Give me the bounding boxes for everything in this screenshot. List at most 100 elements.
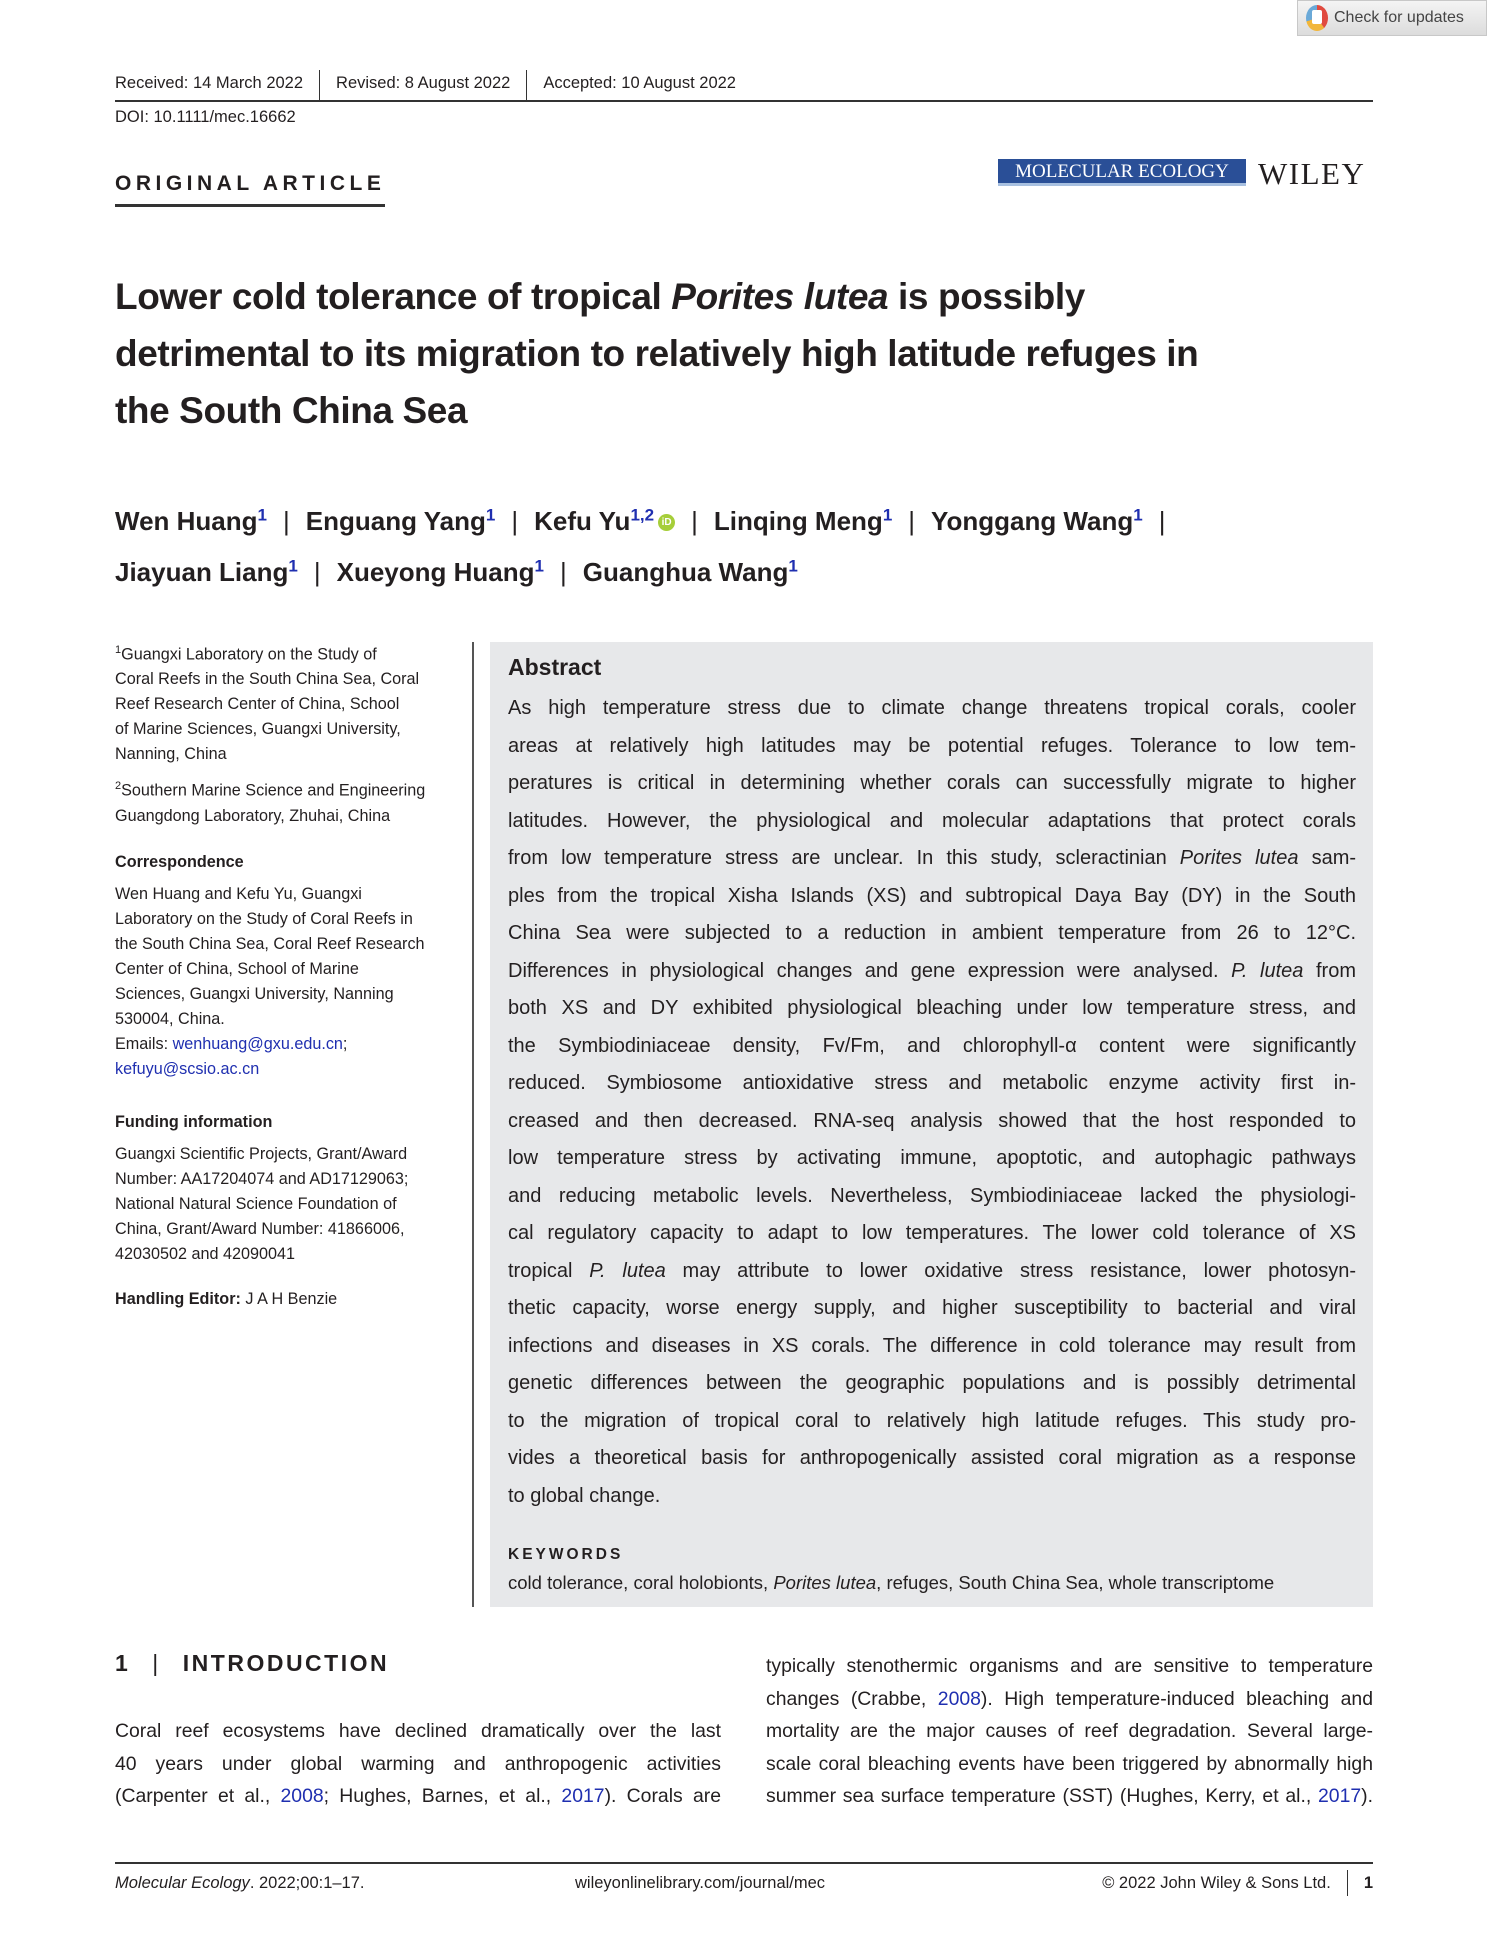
text-run: both XS and DY exhibited physiological b…: [508, 997, 1356, 1019]
abstract-box: [490, 642, 1373, 1607]
received-date: Received: 14 March 2022: [115, 74, 304, 92]
text-line: As high temperature stress due to climat…: [508, 690, 1356, 728]
author[interactable]: Kefu Yu1,2 iD: [534, 505, 676, 536]
text-line: thetic capacity, worse energy supply, an…: [508, 1290, 1356, 1328]
citation-link[interactable]: 2017: [1318, 1785, 1362, 1807]
author-affiliation: 1: [257, 505, 267, 524]
text-line: the Symbiodiniaceae density, Fv/Fm, and …: [508, 1028, 1356, 1066]
accepted-date: Accepted: 10 August 2022: [526, 70, 752, 100]
correspondence-text: Wen Huang and Kefu Yu, Guangxi Laboratory…: [115, 882, 465, 1032]
author-name[interactable]: Yonggang Wang: [931, 505, 1134, 536]
section-separator: |: [152, 1650, 161, 1676]
text-line: Laboratory on the Study of Coral Reefs i…: [115, 909, 413, 928]
text-line: 530004, China.: [115, 1009, 225, 1028]
section-title: INTRODUCTION: [182, 1650, 390, 1676]
text-line: both XS and DY exhibited physiological b…: [508, 990, 1356, 1028]
author-separator: |: [1158, 505, 1166, 536]
text-line: 42030502 and 42090041: [115, 1244, 296, 1263]
citation-link[interactable]: 2008: [937, 1687, 981, 1710]
text-run: detrimental to its migration to relative…: [115, 333, 1199, 374]
intro-column-right: typically stenothermic organisms and are…: [766, 1650, 1373, 1813]
text-run: China Sea were subjected to a reduction …: [508, 922, 1356, 944]
author-separator: |: [511, 505, 519, 536]
author-name[interactable]: Jiayuan Liang: [115, 557, 289, 588]
author[interactable]: Guanghua Wang1: [582, 557, 798, 588]
text-run: from: [1303, 959, 1356, 982]
text-line: from low temperature stress are unclear.…: [508, 840, 1356, 878]
email-link[interactable]: kefuyu@scsio.ac.cn: [115, 1059, 260, 1078]
text-run: vides a theoretical basis for anthropoge…: [508, 1447, 1356, 1469]
text-line: Guangdong Laboratory, Zhuhai, China: [115, 806, 391, 825]
text-line: changes (Crabbe, 2008). High temperature…: [766, 1683, 1373, 1716]
text-line: (Carpenter et al., 2008; Hughes, Barnes,…: [115, 1780, 721, 1813]
check-for-updates-label: Check for updates: [1334, 9, 1464, 26]
page-number: 1: [1346, 1870, 1373, 1896]
check-for-updates-icon: [1306, 5, 1328, 31]
author-name[interactable]: Wen Huang: [115, 505, 258, 536]
text-line: Differences in physiological changes and…: [508, 953, 1356, 991]
author-name[interactable]: Guanghua Wang: [582, 557, 789, 588]
email-link[interactable]: wenhuang@gxu.edu.cn: [172, 1034, 343, 1053]
citation-link[interactable]: 2017: [561, 1785, 605, 1807]
author-name[interactable]: Enguang Yang: [305, 505, 486, 536]
text-run: ; Hughes, Barnes, et al.,: [323, 1785, 562, 1807]
article-dates: Received: 14 March 2022 Revised: 8 Augus…: [115, 70, 1373, 102]
footer-right: © 2022 John Wiley & Sons Ltd. 1: [1102, 1870, 1373, 1896]
text-run: peratures is critical in determining whe…: [508, 772, 1356, 794]
text-line: to the migration of tropical coral to re…: [508, 1403, 1356, 1441]
text-line: Nanning, China: [115, 745, 227, 764]
text-run: creased and then decreased. RNA-seq anal…: [508, 1109, 1356, 1132]
citation-link[interactable]: 2008: [280, 1785, 324, 1807]
author[interactable]: Yonggang Wang1: [931, 505, 1143, 536]
text-line: mortality are the major causes of reef d…: [766, 1715, 1373, 1748]
text-run: to global change.: [508, 1484, 661, 1507]
author-affiliation: 1: [288, 556, 298, 576]
orcid-icon[interactable]: iD: [658, 514, 676, 532]
text-line: creased and then decreased. RNA-seq anal…: [508, 1103, 1356, 1141]
text-run: scale coral bleaching events have been t…: [766, 1752, 1373, 1775]
text-line: vides a theoretical basis for anthropoge…: [508, 1440, 1356, 1478]
affiliation: 1Guangxi Laboratory on the Study of Coral…: [115, 638, 465, 767]
footer-rule: [115, 1862, 1373, 1864]
author-affiliation: 1: [534, 556, 544, 576]
text-run: latitudes. However, the physiological an…: [508, 809, 1356, 832]
author-affiliation: 1: [882, 505, 893, 524]
keywords: cold tolerance, coral holobionts, Porite…: [508, 1572, 1274, 1594]
emails: Emails: wenhuang@gxu.edu.cn; kefuyu@scsi…: [115, 1032, 465, 1082]
author-name[interactable]: Xueyong Huang: [336, 557, 535, 588]
text-line: scale coral bleaching events have been t…: [766, 1748, 1373, 1781]
funding-text: Guangxi Scientific Projects, Grant/Award…: [115, 1142, 465, 1267]
text-run: Differences in physiological changes and…: [508, 959, 1232, 982]
doi[interactable]: DOI: 10.1111/mec.16662: [115, 108, 296, 126]
text-run: mortality are the major causes of reef d…: [766, 1720, 1373, 1742]
author-separator: |: [560, 557, 567, 588]
text-line: latitudes. However, the physiological an…: [508, 803, 1356, 841]
text-line: Wen Huang and Kefu Yu, Guangxi: [115, 884, 362, 903]
author-affiliation: 1: [1133, 505, 1143, 524]
text-line: tropical P. lutea may attribute to lower…: [508, 1253, 1356, 1291]
text-run: tropical: [508, 1259, 590, 1282]
author-name[interactable]: Kefu Yu: [534, 505, 631, 536]
author[interactable]: Wen Huang1: [115, 505, 267, 536]
affiliation: 2Southern Marine Science and Engineering…: [115, 774, 465, 828]
text-line: Center of China, School of Marine: [115, 959, 359, 978]
italic-text: Porites lutea: [773, 1572, 877, 1593]
check-for-updates-button[interactable]: Check for updates: [1297, 0, 1487, 36]
text-line: low temperature stress by activating imm…: [508, 1140, 1356, 1178]
handling-editor-name: J A H Benzie: [240, 1289, 338, 1308]
text-line: Southern Marine Science and Engineering: [121, 781, 426, 800]
text-line: Number: AA17204074 and AD17129063;: [115, 1169, 409, 1188]
author[interactable]: Linqing Meng1: [713, 505, 893, 536]
author-separator: |: [691, 505, 698, 536]
footer-url[interactable]: wileyonlinelibrary.com/journal/mec: [575, 1873, 826, 1892]
footer-copyright: © 2022 John Wiley & Sons Ltd.: [1102, 1873, 1331, 1892]
author-name[interactable]: Linqing Meng: [713, 505, 883, 536]
italic-text: P. lutea: [1231, 959, 1304, 982]
section-number: 1: [115, 1650, 131, 1676]
section-heading-introduction: 1 | INTRODUCTION: [115, 1650, 389, 1677]
handling-editor-label: Handling Editor:: [115, 1289, 241, 1308]
author[interactable]: Jiayuan Liang1: [115, 556, 298, 588]
author-affiliation: 1: [485, 505, 496, 524]
author[interactable]: Enguang Yang1: [305, 505, 496, 536]
author[interactable]: Xueyong Huang1: [336, 556, 544, 588]
